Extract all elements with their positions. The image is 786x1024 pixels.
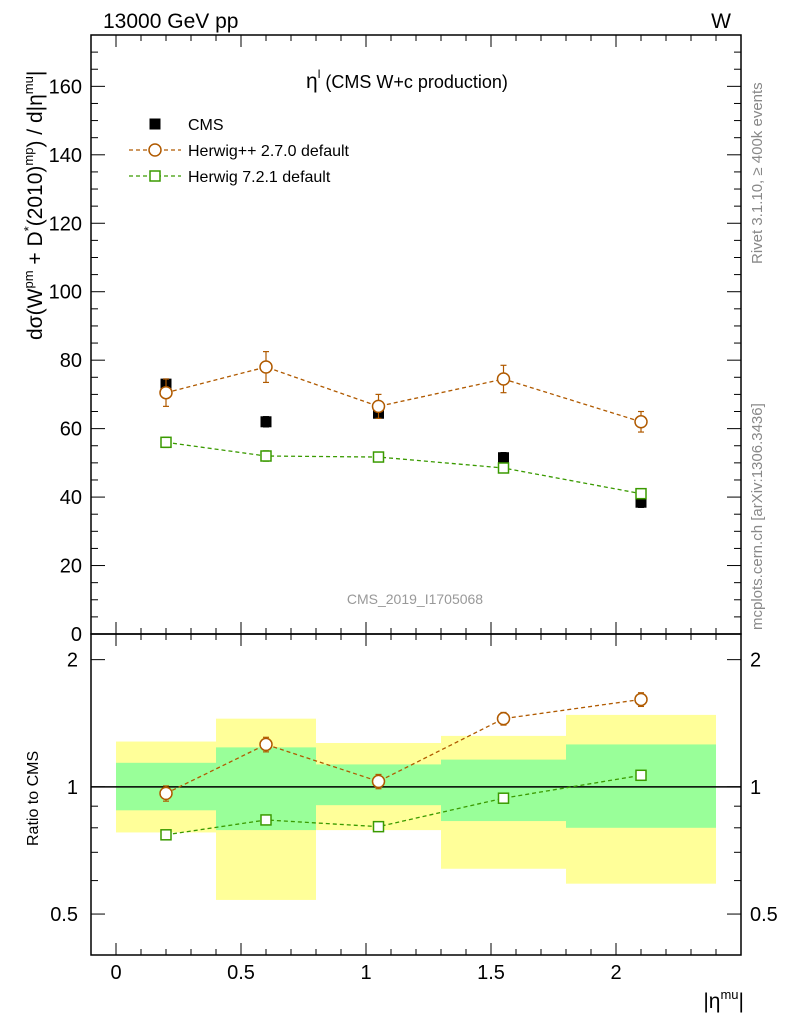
x-tick-label: 0.5	[227, 962, 255, 984]
data-point-herwig-7-2-1-default	[372, 451, 385, 463]
ratio-point-herwig-2-7-0-default	[159, 786, 173, 801]
header-right: W	[711, 10, 731, 33]
header-left: 13000 GeV pp	[103, 10, 238, 33]
ratio-y-tick-label-right: 1	[750, 777, 761, 799]
data-point-herwig-2-7-0-default	[371, 399, 386, 414]
ratio-point-herwig-2-7-0-default	[371, 774, 386, 789]
ratio-point-herwig-7-2-1-default	[160, 829, 172, 841]
legend-entry: Herwig 7.2.1 default	[129, 169, 331, 186]
ratio-y-tick-label-right: 0.5	[750, 904, 778, 926]
x-tick-label: 1.5	[477, 962, 505, 984]
side-text-top: Rivet 3.1.10, ≥ 400k events	[749, 82, 766, 264]
legend-entry: Herwig++ 2.7.0 default	[129, 143, 350, 160]
ratio-point-herwig-7-2-1-default	[260, 814, 272, 826]
ratio-point-herwig-2-7-0-default	[634, 692, 648, 707]
ratio-y-tick-label-left: 1	[67, 777, 78, 799]
ratio-point-herwig-7-2-1-default	[372, 820, 385, 833]
data-point-herwig-2-7-0-default	[496, 372, 511, 386]
watermark: CMS_2019_I1705068	[347, 591, 483, 607]
data-point-herwig-2-7-0-default	[634, 415, 648, 429]
side-text-bottom: mcplots.cern.ch [arXiv:1306.3436]	[749, 403, 766, 630]
legend-marker	[148, 143, 162, 157]
data-point-cms	[260, 416, 272, 428]
ratio-y-tick-label-left: 2	[67, 650, 78, 672]
legend-marker	[149, 118, 161, 130]
data-point-cms	[635, 496, 647, 508]
main-y-tick-label: 40	[60, 487, 82, 509]
x-axis-label: |ηmu|	[703, 987, 744, 1013]
ratio-point-herwig-7-2-1-default	[635, 769, 647, 782]
ratio-point-herwig-7-2-1-default	[497, 792, 510, 804]
series-line-herwig-7-2-1-default	[165, 441, 642, 495]
data-point-herwig-2-7-0-default	[259, 360, 273, 374]
data-point-herwig-2-7-0-default	[159, 385, 173, 400]
ratio-line-herwig-2-7-0-default	[165, 698, 642, 794]
ratio-y-label: Ratio to CMS	[25, 751, 42, 846]
legend-entry: CMS	[149, 117, 224, 134]
main-y-label: dσ(Wpm + D*(2010)mp) / d|ηmu|	[21, 71, 47, 340]
data-point-herwig-7-2-1-default	[160, 436, 172, 449]
main-y-tick-label: 0	[71, 624, 82, 646]
data-point-herwig-7-2-1-default	[497, 462, 510, 474]
plot-title: ηl (CMS W+c production)	[306, 67, 508, 93]
data-point-herwig-7-2-1-default	[260, 450, 272, 462]
legend-label: Herwig++ 2.7.0 default	[188, 143, 350, 160]
x-tick-label: 2	[610, 962, 621, 984]
main-y-tick-label: 160	[49, 76, 82, 98]
legend-marker	[149, 170, 161, 182]
legend-label: Herwig 7.2.1 default	[188, 169, 331, 186]
main-y-tick-label: 80	[60, 350, 82, 372]
main-y-tick-label: 20	[60, 556, 82, 578]
ratio-point-herwig-2-7-0-default	[259, 737, 273, 752]
x-tick-label: 0	[110, 962, 121, 984]
data-point-herwig-7-2-1-default	[635, 487, 647, 500]
data-point-cms	[498, 452, 509, 464]
main-y-tick-label: 100	[49, 282, 82, 304]
ratio-y-tick-label-left: 0.5	[50, 904, 78, 926]
ratio-y-tick-label-right: 2	[750, 650, 761, 672]
series-line-herwig-2-7-0-default	[165, 366, 642, 423]
ratio-point-herwig-2-7-0-default	[496, 711, 511, 726]
main-y-tick-label: 140	[49, 145, 82, 167]
main-y-tick-label: 120	[49, 213, 82, 235]
ratio-band-inner	[441, 759, 566, 822]
x-tick-label: 1	[360, 962, 371, 984]
legend-label: CMS	[188, 117, 224, 134]
main-y-tick-label: 60	[60, 419, 82, 441]
